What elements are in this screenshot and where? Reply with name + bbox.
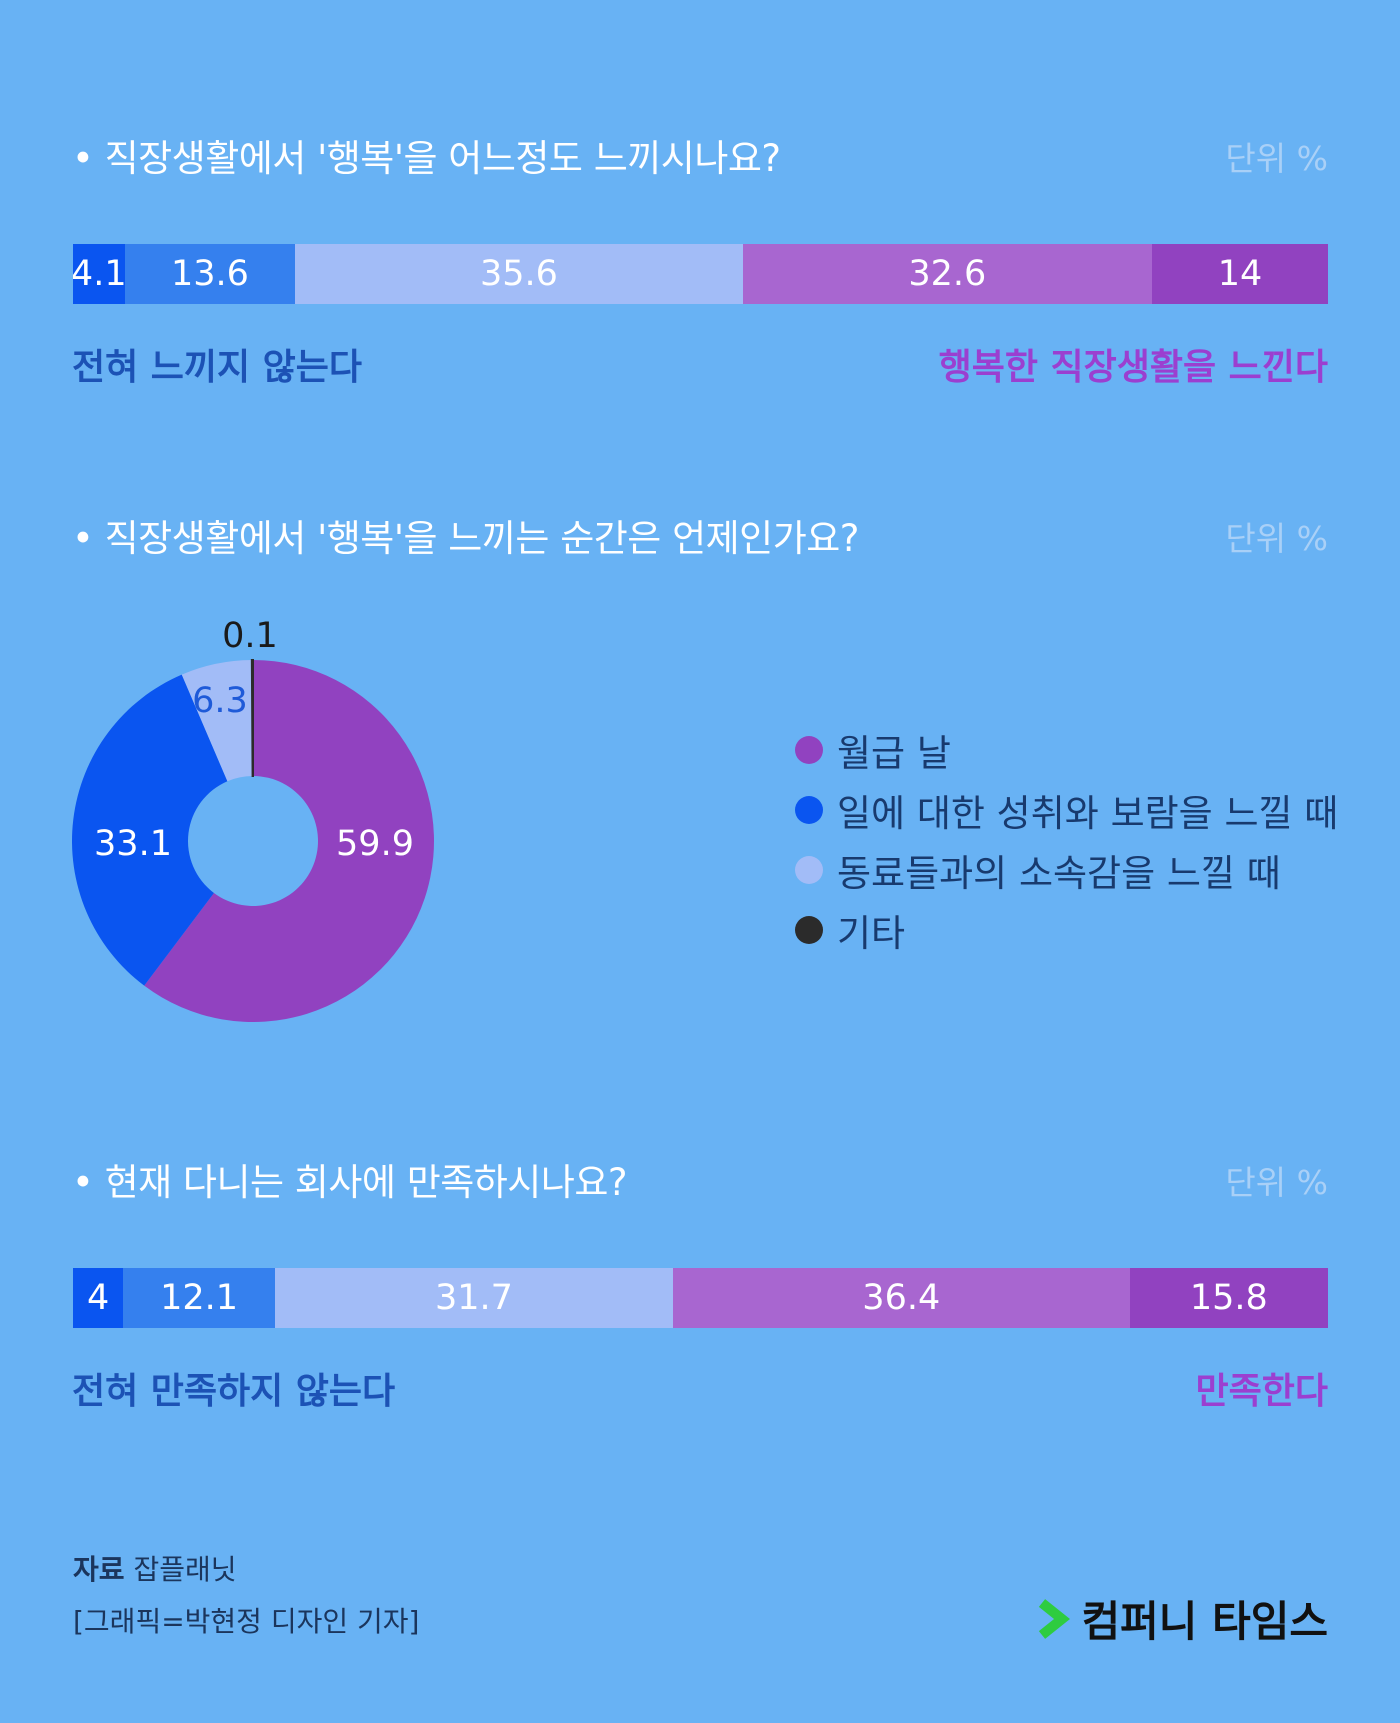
source-label: 자료 — [73, 1553, 125, 1586]
bar-segment-label: 32.6 — [908, 254, 987, 294]
bar-segment-label: 14 — [1217, 254, 1263, 294]
logo-text: 컴퍼니 타임스 — [1081, 1597, 1328, 1646]
legend-item: 일에 대한 성취와 보람을 느낄 때 — [795, 780, 1338, 840]
donut-slice — [144, 660, 434, 1022]
donut-slice — [72, 674, 228, 986]
bar-segment: 4 — [73, 1268, 124, 1328]
donut-slice-label: 59.9 — [336, 824, 414, 864]
bar-segment-label: 4.1 — [73, 254, 125, 294]
bar-segment-label: 15.8 — [1189, 1278, 1268, 1318]
donut-chart: 59.9 33.1 6.3 0.1 — [0, 600, 760, 1040]
legend-label: 기타 — [837, 912, 906, 955]
legend-item: 월급 날 — [795, 720, 1338, 780]
legend-swatch — [795, 736, 823, 764]
question-1-title: • 직장생활에서 '행복'을 어느정도 느끼시나요? — [72, 137, 781, 180]
legend-swatch — [795, 916, 823, 944]
question-2-title: • 직장생활에서 '행복'을 느끼는 순간은 언제인가요? — [72, 517, 859, 560]
donut-slice-label: 0.1 — [222, 616, 278, 656]
donut-slice — [181, 660, 253, 782]
source-line: 자료 잡플래닛 — [73, 1548, 236, 1588]
bar-segment-label: 12.1 — [160, 1278, 239, 1318]
bar-segment: 36.4 — [672, 1268, 1130, 1328]
graphic-credit: [그래픽=박현정 디자인 기자] — [73, 1605, 420, 1638]
question-3-title: • 현재 다니는 회사에 만족하시나요? — [72, 1161, 628, 1204]
unit-label-1: 단위 % — [1225, 139, 1328, 178]
legend-item: 동료들과의 소속감을 느낄 때 — [795, 840, 1338, 900]
bar-segment: 4.1 — [73, 244, 125, 304]
bar-segment-label: 31.7 — [434, 1278, 513, 1318]
stacked-bar-satisfaction: 4 12.1 31.7 36.4 15.8 — [73, 1268, 1328, 1328]
legend-swatch — [795, 796, 823, 824]
company-logo: 컴퍼니 타임스 — [1036, 1588, 1328, 1649]
donut-slice-label: 6.3 — [192, 681, 248, 721]
bar-segment: 13.6 — [124, 244, 296, 304]
bar-segment: 32.6 — [742, 244, 1153, 304]
bar-segment: 15.8 — [1129, 1268, 1328, 1328]
bar-segment: 35.6 — [295, 244, 743, 304]
stacked-bar-happiness: 4.1 13.6 35.6 32.6 14 — [73, 244, 1328, 304]
bar-segment: 12.1 — [123, 1268, 276, 1328]
left-end-label-1: 전혀 느끼지 않는다 — [72, 347, 363, 388]
legend-item: 기타 — [795, 900, 1338, 960]
unit-label-3: 단위 % — [1225, 1163, 1328, 1202]
legend-label: 동료들과의 소속감을 느낄 때 — [837, 852, 1281, 895]
source-name: 잡플래닛 — [133, 1553, 237, 1586]
bar-segment-label: 4 — [86, 1278, 110, 1318]
right-end-label-1: 행복한 직장생활을 느낀다 — [938, 347, 1328, 388]
bar-segment: 14 — [1152, 244, 1328, 304]
donut-slice — [250, 658, 254, 778]
donut-slice-label: 33.1 — [94, 824, 172, 864]
bar-segment: 31.7 — [275, 1268, 673, 1328]
donut-chart-svg: 59.9 33.1 6.3 0.1 — [72, 616, 434, 1022]
bar-segment-label: 13.6 — [170, 254, 249, 294]
unit-label-2: 단위 % — [1225, 519, 1328, 558]
legend-swatch — [795, 856, 823, 884]
bar-segment-label: 35.6 — [479, 254, 558, 294]
right-end-label-3: 만족한다 — [1195, 1371, 1328, 1412]
bar-segment-label: 36.4 — [862, 1278, 941, 1318]
legend-label: 일에 대한 성취와 보람을 느낄 때 — [837, 792, 1339, 835]
left-end-label-3: 전혀 만족하지 않는다 — [72, 1371, 396, 1412]
chevron-right-icon — [1038, 1598, 1070, 1639]
legend-label: 월급 날 — [837, 732, 951, 775]
